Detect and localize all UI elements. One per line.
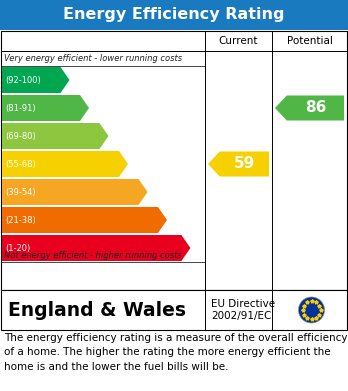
Text: Not energy efficient - higher running costs: Not energy efficient - higher running co… [4,251,182,260]
Text: D: D [129,155,143,173]
Text: Current: Current [219,36,258,46]
Text: EU Directive: EU Directive [211,299,275,309]
Polygon shape [2,207,167,233]
Text: (69-80): (69-80) [5,131,36,140]
Bar [1,290,347,330]
Text: B: B [90,99,103,117]
Bar [0,0,348,30]
Bar [1,31,347,290]
Polygon shape [2,95,89,121]
Text: F: F [168,211,179,229]
Polygon shape [208,151,269,176]
Text: (1-20): (1-20) [5,244,30,253]
Polygon shape [2,151,128,177]
Text: (55-68): (55-68) [5,160,36,169]
Text: 59: 59 [234,156,255,172]
Text: A: A [71,71,84,89]
Text: England & Wales: England & Wales [8,301,186,319]
Text: 86: 86 [305,100,326,115]
Text: E: E [149,183,160,201]
Text: C: C [110,127,122,145]
Text: 2002/91/EC: 2002/91/EC [211,311,271,321]
Polygon shape [2,123,109,149]
Text: Potential: Potential [286,36,332,46]
Polygon shape [2,67,70,93]
Polygon shape [2,179,148,205]
Text: (21-38): (21-38) [5,215,36,224]
Text: (81-91): (81-91) [5,104,35,113]
Polygon shape [275,95,344,120]
Text: (92-100): (92-100) [5,75,41,84]
Circle shape [299,297,324,323]
Text: G: G [191,239,205,257]
Text: The energy efficiency rating is a measure of the overall efficiency of a home. T: The energy efficiency rating is a measur… [4,333,348,372]
Polygon shape [2,235,190,261]
Text: Energy Efficiency Rating: Energy Efficiency Rating [63,7,285,23]
Text: Very energy efficient - lower running costs: Very energy efficient - lower running co… [4,54,182,63]
Text: (39-54): (39-54) [5,188,35,197]
